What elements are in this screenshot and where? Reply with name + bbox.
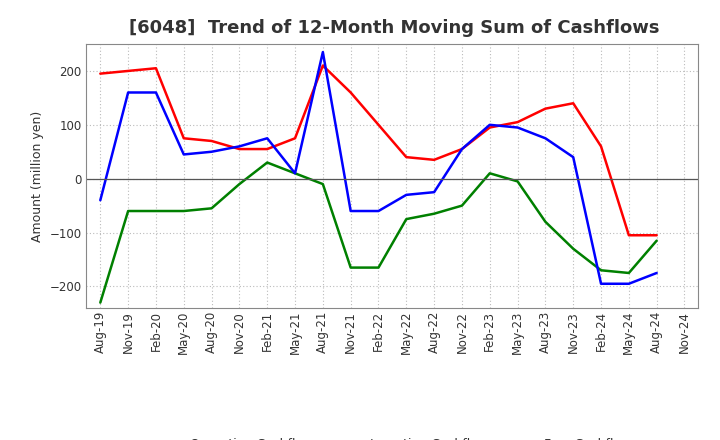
Line: Operating Cashflow: Operating Cashflow bbox=[100, 66, 657, 235]
Investing Cashflow bbox=[124, 209, 132, 214]
Operating Cashflow bbox=[652, 233, 661, 238]
Free Cashflow bbox=[513, 125, 522, 130]
Free Cashflow bbox=[402, 192, 410, 198]
Investing Cashflow bbox=[541, 219, 550, 224]
Investing Cashflow bbox=[597, 268, 606, 273]
Investing Cashflow bbox=[291, 171, 300, 176]
Operating Cashflow bbox=[402, 154, 410, 160]
Investing Cashflow bbox=[263, 160, 271, 165]
Operating Cashflow bbox=[374, 122, 383, 128]
Free Cashflow bbox=[624, 281, 633, 286]
Free Cashflow bbox=[541, 136, 550, 141]
Operating Cashflow bbox=[569, 101, 577, 106]
Free Cashflow bbox=[263, 136, 271, 141]
Free Cashflow bbox=[207, 149, 216, 154]
Investing Cashflow bbox=[152, 209, 161, 214]
Free Cashflow bbox=[652, 270, 661, 275]
Operating Cashflow bbox=[597, 144, 606, 149]
Operating Cashflow bbox=[207, 138, 216, 143]
Free Cashflow bbox=[597, 281, 606, 286]
Operating Cashflow bbox=[291, 136, 300, 141]
Free Cashflow bbox=[179, 152, 188, 157]
Free Cashflow bbox=[346, 209, 355, 214]
Legend: Operating Cashflow, Investing Cashflow, Free Cashflow: Operating Cashflow, Investing Cashflow, … bbox=[148, 433, 636, 440]
Investing Cashflow bbox=[96, 300, 104, 305]
Operating Cashflow bbox=[124, 68, 132, 73]
Free Cashflow bbox=[124, 90, 132, 95]
Investing Cashflow bbox=[235, 181, 243, 187]
Free Cashflow bbox=[96, 198, 104, 203]
Y-axis label: Amount (million yen): Amount (million yen) bbox=[31, 110, 44, 242]
Investing Cashflow bbox=[652, 238, 661, 243]
Free Cashflow bbox=[152, 90, 161, 95]
Free Cashflow bbox=[485, 122, 494, 128]
Investing Cashflow bbox=[402, 216, 410, 222]
Operating Cashflow bbox=[179, 136, 188, 141]
Operating Cashflow bbox=[96, 71, 104, 76]
Operating Cashflow bbox=[513, 120, 522, 125]
Operating Cashflow bbox=[541, 106, 550, 111]
Text: [6048]  Trend of 12-Month Moving Sum of Cashflows: [6048] Trend of 12-Month Moving Sum of C… bbox=[130, 19, 660, 37]
Operating Cashflow bbox=[485, 125, 494, 130]
Investing Cashflow bbox=[485, 171, 494, 176]
Investing Cashflow bbox=[458, 203, 467, 208]
Free Cashflow bbox=[430, 190, 438, 195]
Free Cashflow bbox=[569, 154, 577, 160]
Free Cashflow bbox=[458, 147, 467, 152]
Investing Cashflow bbox=[207, 205, 216, 211]
Operating Cashflow bbox=[235, 147, 243, 152]
Free Cashflow bbox=[235, 144, 243, 149]
Free Cashflow bbox=[374, 209, 383, 214]
Investing Cashflow bbox=[318, 181, 327, 187]
Investing Cashflow bbox=[569, 246, 577, 251]
Investing Cashflow bbox=[346, 265, 355, 270]
Investing Cashflow bbox=[624, 270, 633, 275]
Operating Cashflow bbox=[346, 90, 355, 95]
Operating Cashflow bbox=[318, 63, 327, 68]
Investing Cashflow bbox=[430, 211, 438, 216]
Free Cashflow bbox=[318, 49, 327, 55]
Investing Cashflow bbox=[513, 179, 522, 184]
Operating Cashflow bbox=[263, 147, 271, 152]
Investing Cashflow bbox=[179, 209, 188, 214]
Operating Cashflow bbox=[152, 66, 161, 71]
Line: Investing Cashflow: Investing Cashflow bbox=[100, 162, 657, 303]
Operating Cashflow bbox=[430, 157, 438, 162]
Investing Cashflow bbox=[374, 265, 383, 270]
Line: Free Cashflow: Free Cashflow bbox=[100, 52, 657, 284]
Operating Cashflow bbox=[458, 147, 467, 152]
Free Cashflow bbox=[291, 171, 300, 176]
Operating Cashflow bbox=[624, 233, 633, 238]
